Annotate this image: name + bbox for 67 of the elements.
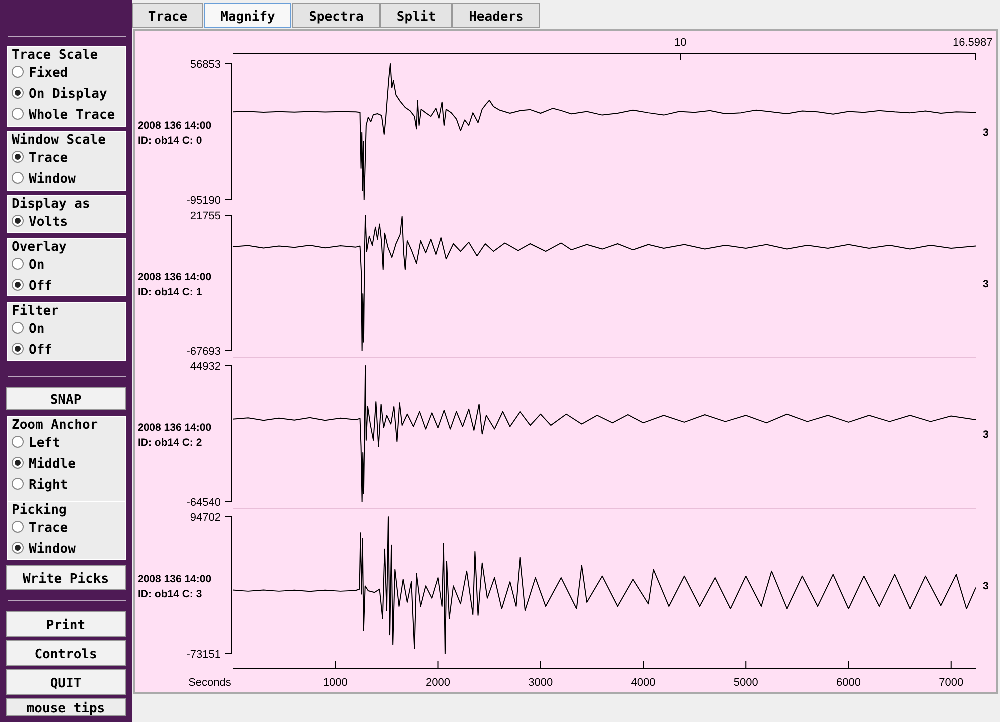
text: Window bbox=[29, 172, 76, 187]
text: Window Scale bbox=[12, 133, 106, 148]
y-tick-label: 94702 bbox=[190, 512, 221, 524]
text: Picking bbox=[12, 503, 67, 518]
text: Zoom Anchor bbox=[12, 418, 98, 433]
text: ID: ob14 C: 1 bbox=[138, 286, 202, 298]
text: 3 bbox=[983, 278, 989, 290]
text: SNAP bbox=[50, 393, 82, 408]
text: Print bbox=[46, 618, 86, 634]
y-tick-label: -73151 bbox=[186, 649, 221, 661]
text: On bbox=[29, 322, 45, 337]
text: Left bbox=[29, 436, 60, 451]
text: Magnify bbox=[220, 10, 276, 25]
text: 2008 136 14:00 bbox=[138, 271, 212, 284]
y-tick-label: -64540 bbox=[186, 497, 221, 509]
text: Split bbox=[396, 10, 436, 25]
x-tick-label: 4000 bbox=[631, 677, 656, 689]
text: Whole Trace bbox=[29, 108, 116, 123]
x2-tick-label: 10 bbox=[674, 37, 687, 49]
x-tick-label: 1000 bbox=[323, 677, 348, 689]
text: 2008 136 14:00 bbox=[138, 422, 212, 434]
text: 2008 136 14:00 bbox=[138, 574, 212, 586]
x-tick-label: 6000 bbox=[836, 677, 861, 689]
text: 3 bbox=[983, 580, 989, 592]
text: QUIT bbox=[50, 676, 82, 692]
text: Filter bbox=[12, 304, 60, 319]
line-series bbox=[232, 366, 976, 502]
x-tick-label: 5000 bbox=[734, 677, 758, 689]
text: On Display bbox=[29, 87, 108, 102]
text: ID: ob14 C: 0 bbox=[138, 135, 202, 147]
y-tick-label: 44932 bbox=[190, 361, 221, 373]
text: Trace bbox=[29, 151, 68, 166]
text: Right bbox=[29, 478, 68, 493]
text: ID: ob14 C: 3 bbox=[138, 588, 202, 600]
y-tick-label: -67693 bbox=[186, 346, 221, 358]
text: Trace Scale bbox=[12, 48, 98, 63]
text: Window bbox=[29, 542, 76, 557]
line-series bbox=[232, 516, 976, 654]
text: On bbox=[29, 258, 45, 273]
text: Controls bbox=[34, 648, 98, 662]
x-tick-label: 7000 bbox=[939, 677, 964, 689]
text: 2008 136 14:00 bbox=[138, 120, 212, 132]
text: Trace bbox=[29, 521, 68, 536]
text: Spectra bbox=[309, 10, 364, 25]
text: 3 bbox=[983, 127, 989, 139]
line-series bbox=[232, 215, 976, 352]
x2-tick-label: 16.5987 bbox=[953, 37, 993, 49]
text: Trace bbox=[148, 10, 188, 25]
x-axis-title: Seconds bbox=[188, 677, 232, 689]
text: Overlay bbox=[12, 240, 67, 255]
y-tick-label: 21755 bbox=[190, 210, 221, 223]
x-tick-label: 2000 bbox=[426, 677, 450, 689]
y-tick-label: -95190 bbox=[186, 195, 221, 207]
text: Headers bbox=[469, 10, 524, 25]
x-tick-label: 3000 bbox=[528, 677, 554, 689]
line-series bbox=[232, 64, 976, 200]
text: mouse tips bbox=[26, 702, 106, 716]
text: Middle bbox=[29, 457, 76, 472]
text: Off bbox=[29, 279, 52, 294]
text: Volts bbox=[29, 215, 68, 230]
y-tick-label: 56853 bbox=[190, 59, 221, 71]
text: Off bbox=[29, 343, 52, 358]
text: Fixed bbox=[29, 66, 68, 81]
text: 3 bbox=[983, 429, 989, 441]
text: ID: ob14 C: 2 bbox=[138, 437, 202, 449]
text: Write Picks bbox=[22, 572, 110, 587]
text: Display as bbox=[12, 197, 90, 212]
